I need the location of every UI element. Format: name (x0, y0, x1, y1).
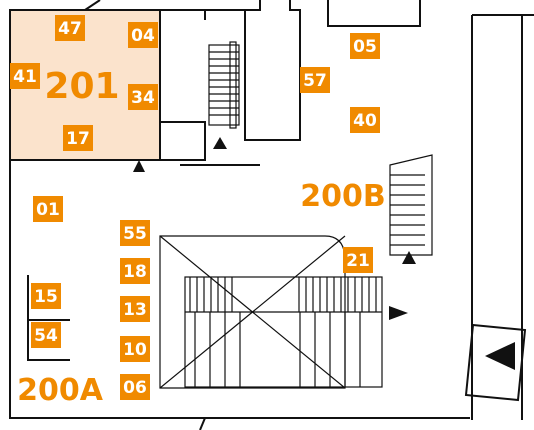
room-label: 200A (17, 373, 104, 408)
marker-box (350, 33, 380, 59)
marker-label: 13 (123, 300, 147, 320)
marker: 57 (300, 67, 330, 93)
marker-label: 54 (34, 326, 58, 346)
marker: 18 (120, 258, 150, 284)
marker-label: 47 (58, 19, 82, 39)
marker-label: 41 (13, 67, 37, 87)
marker-box (55, 15, 85, 41)
marker-label: 40 (353, 111, 377, 131)
marker-label: 06 (123, 378, 147, 398)
marker: 01 (33, 196, 63, 222)
marker-label: 10 (123, 340, 147, 360)
marker-box (63, 125, 93, 151)
marker: 40 (350, 107, 380, 133)
marker-box (120, 220, 150, 246)
marker: 34 (128, 84, 158, 110)
marker-box (350, 107, 380, 133)
marker-box (120, 296, 150, 322)
marker-label: 18 (123, 262, 147, 282)
marker-box (31, 322, 61, 348)
marker: 13 (120, 296, 150, 322)
marker-box (300, 67, 330, 93)
marker-label: 57 (303, 71, 327, 91)
marker-box (120, 336, 150, 362)
marker: 06 (120, 374, 150, 400)
room-label: 200B (300, 179, 386, 214)
marker-label: 34 (131, 88, 155, 108)
marker: 17 (63, 125, 93, 151)
atrium (159, 235, 383, 389)
marker-box (31, 283, 61, 309)
marker-label: 55 (123, 224, 147, 244)
marker-box (33, 196, 63, 222)
arrows (133, 137, 515, 370)
stairs-upper (208, 41, 240, 129)
marker-box (128, 22, 158, 48)
marker: 41 (10, 63, 40, 89)
marker-label: 15 (34, 287, 58, 307)
marker-box (128, 84, 158, 110)
stairs-right (389, 154, 433, 256)
marker-label: 21 (346, 251, 370, 271)
marker: 05 (350, 33, 380, 59)
marker-box (343, 247, 373, 273)
walls (9, 0, 534, 430)
marker: 15 (31, 283, 61, 309)
marker-label: 17 (66, 129, 90, 149)
marker-label: 05 (353, 37, 377, 57)
marker: 47 (55, 15, 85, 41)
marker: 21 (343, 247, 373, 273)
marker-box (120, 258, 150, 284)
marker-box (10, 63, 40, 89)
marker: 10 (120, 336, 150, 362)
room-label: 201 (44, 66, 119, 107)
marker-box (120, 374, 150, 400)
marker: 54 (31, 322, 61, 348)
marker: 04 (128, 22, 158, 48)
marker-label: 04 (131, 26, 155, 46)
marker-label: 01 (36, 200, 60, 220)
marker: 55 (120, 220, 150, 246)
